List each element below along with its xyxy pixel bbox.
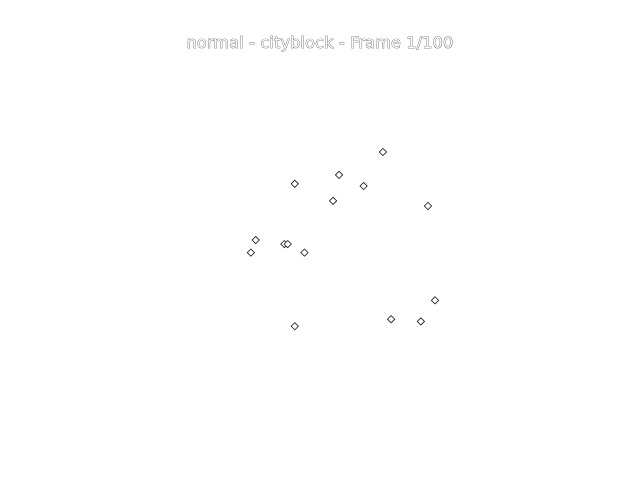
points-layer — [246, 147, 440, 331]
scatter-point-6 — [251, 235, 260, 245]
scatter-point-0 — [378, 147, 388, 157]
scatter-point-10 — [300, 248, 309, 257]
scatter-point-13 — [416, 317, 426, 326]
scatter-point-11 — [430, 296, 440, 305]
scatter-point-3 — [359, 181, 368, 191]
scatter-point-9 — [246, 248, 256, 257]
scatter-point-8 — [283, 239, 292, 249]
scatter-point-5 — [423, 201, 433, 211]
chart-title: normal - cityblock - Frame 1/100 — [186, 33, 454, 53]
scatter-point-12 — [386, 315, 396, 324]
scatter-point-14 — [290, 322, 299, 331]
scatter-point-2 — [290, 179, 299, 188]
scatter-point-4 — [328, 196, 338, 205]
scatter-point-1 — [334, 170, 344, 180]
